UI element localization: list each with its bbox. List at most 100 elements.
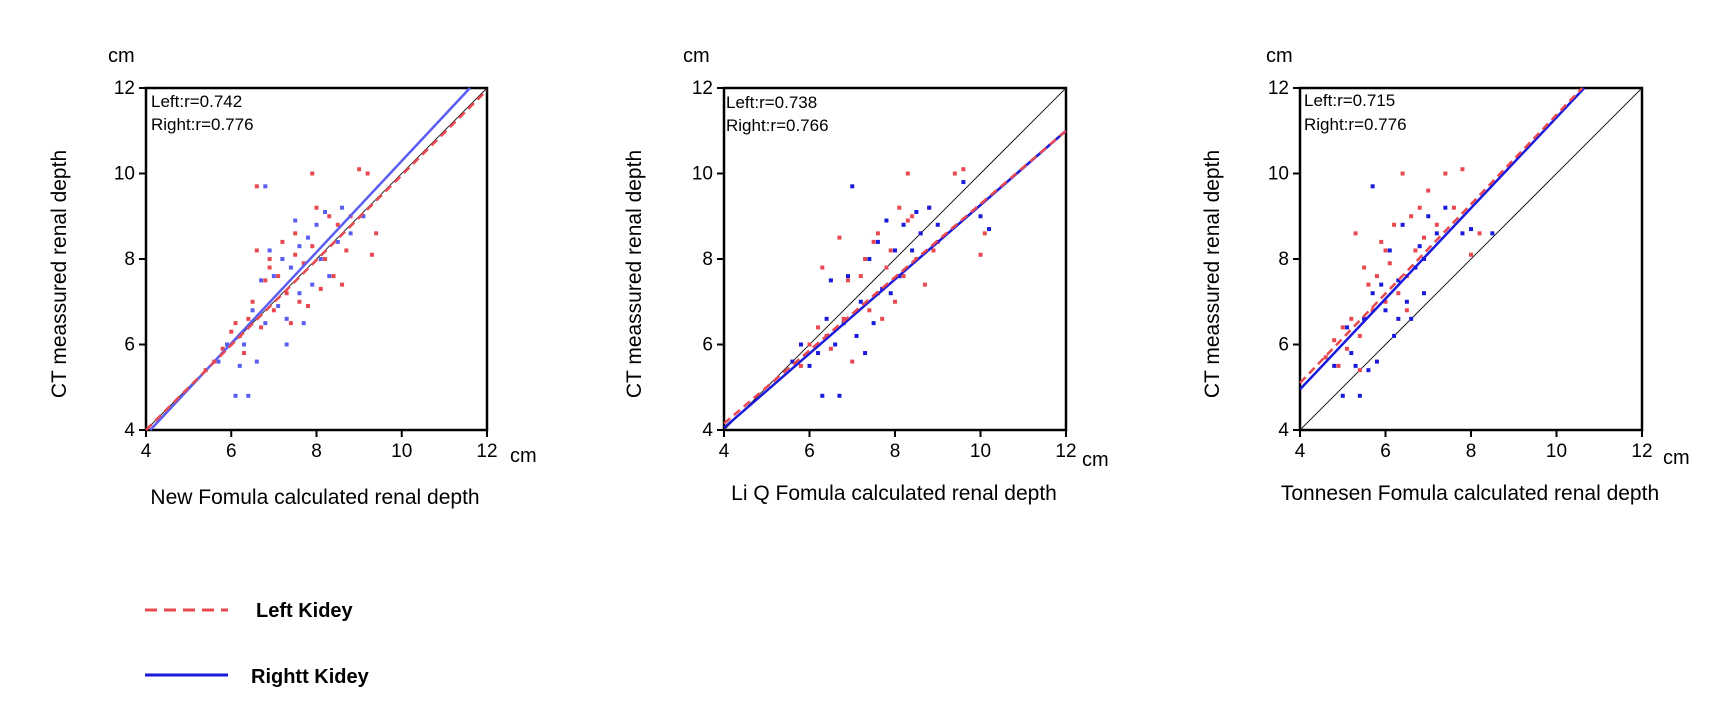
left-kidney-fit-line — [1299, 87, 1584, 384]
right-kidney-point — [884, 218, 889, 223]
right-kidney-point — [1396, 278, 1401, 283]
left-kidney-point — [1357, 333, 1362, 338]
right-kidney-point — [1426, 214, 1431, 219]
right-kidney-point — [1374, 359, 1379, 364]
left-kidney-point — [961, 167, 966, 172]
right-kidney-point — [1366, 368, 1371, 373]
x-tick-label: 10 — [1546, 441, 1567, 462]
right-kidney-point — [871, 321, 876, 326]
left-kidney-point — [1370, 308, 1375, 313]
right-kidney-point — [250, 308, 255, 313]
right-kidney-point — [1349, 351, 1354, 356]
right-kidney-point — [1409, 316, 1414, 321]
left-kidney-point — [982, 231, 987, 236]
left-kidney-point — [280, 239, 285, 244]
right-kidney-point — [935, 222, 940, 227]
right-kidney-point — [280, 257, 285, 261]
left-kidney-point — [369, 252, 374, 257]
left-kidney-point — [1362, 265, 1367, 270]
right-kidney-point — [850, 184, 855, 189]
right-kidney-point — [1362, 316, 1367, 321]
identity-line — [723, 87, 1067, 431]
left-kidney-point — [301, 261, 306, 266]
x-unit-label: cm — [1082, 449, 1109, 471]
right-kidney-point — [914, 209, 919, 214]
left-kidney-point — [888, 248, 893, 253]
right-kidney-point — [893, 248, 897, 253]
right-kidney-point — [323, 209, 328, 214]
left-kidney-point — [297, 299, 302, 304]
right-kidney-point — [314, 222, 319, 227]
x-tick-label: 8 — [1466, 441, 1477, 462]
right-kidney-point — [807, 363, 812, 368]
left-kidney-point — [850, 359, 855, 364]
panel-li-q-formula: cm cm CT meassured renal depth Li Q Fomu… — [623, 45, 1109, 505]
right-kidney-point — [246, 393, 251, 398]
left-kidney-point — [1357, 368, 1362, 373]
y-tick-label: 6 — [124, 335, 135, 356]
left-kidney-point — [1469, 252, 1473, 257]
annotation-right-r: Right:r=0.776 — [151, 115, 254, 134]
left-kidney-point — [1409, 214, 1414, 219]
y-axis-label: CT meassured renal depth — [623, 150, 646, 398]
left-kidney-point — [867, 308, 872, 313]
right-kidney-point — [901, 222, 906, 227]
right-kidney-point — [1460, 231, 1465, 236]
left-kidney-point — [1366, 282, 1371, 287]
left-kidney-point — [318, 286, 323, 291]
right-kidney-point — [858, 299, 863, 304]
left-kidney-point — [365, 171, 370, 176]
right-kidney-point — [276, 304, 281, 309]
left-kidney-point — [1383, 299, 1388, 304]
left-kidney-point — [1374, 274, 1379, 279]
y-tick-label: 10 — [692, 164, 713, 185]
left-kidney-point — [254, 248, 259, 253]
y-tick-label: 8 — [1278, 249, 1289, 270]
right-kidney-point — [875, 239, 880, 244]
left-kidney-point — [1345, 346, 1350, 351]
left-kidney-point — [1443, 171, 1448, 176]
right-kidney-point — [297, 291, 302, 296]
left-kidney-point — [271, 308, 276, 313]
right-kidney-point — [1340, 393, 1345, 398]
left-kidney-point — [1379, 239, 1384, 244]
left-kidney-point — [816, 325, 821, 330]
right-kidney-point — [833, 342, 838, 347]
x-unit-label: cm — [1663, 447, 1690, 469]
right-kidney-point — [327, 274, 332, 279]
right-kidney-point — [1396, 316, 1401, 321]
right-kidney-point — [335, 239, 340, 244]
x-axis-label: Li Q Fomula calculated renal depth — [731, 482, 1057, 505]
x-axis-label: Tonnesen Fomula calculated renal depth — [1281, 482, 1659, 505]
right-kidney-point — [293, 218, 298, 223]
left-kidney-point — [263, 278, 268, 283]
y-tick-label: 6 — [1278, 335, 1289, 356]
right-kidney-point — [1392, 333, 1397, 338]
left-kidney-point — [374, 231, 379, 236]
x-tick-label: 10 — [391, 441, 412, 462]
left-kidney-point — [910, 214, 915, 219]
annotation-right-r: Right:r=0.766 — [726, 116, 829, 135]
right-kidney-point — [305, 235, 310, 240]
left-kidney-point — [901, 274, 906, 279]
right-kidney-point — [854, 333, 859, 338]
right-kidney-point — [233, 393, 238, 398]
left-kidney-point — [293, 231, 298, 236]
y-tick-label: 4 — [702, 420, 713, 441]
right-kidney-point — [237, 363, 242, 368]
legend: Left Kidey Rightt Kidey — [145, 600, 370, 688]
right-kidney-point — [216, 359, 221, 364]
right-kidney-point — [927, 205, 932, 210]
left-kidney-point — [276, 274, 281, 279]
x-tick-label: 4 — [141, 441, 152, 462]
y-tick-label: 4 — [1278, 420, 1289, 441]
right-kidney-point — [361, 214, 366, 219]
right-kidney-point — [1417, 244, 1422, 249]
x-tick-label: 4 — [719, 441, 730, 462]
right-kidney-point — [824, 316, 829, 321]
right-kidney-point — [798, 342, 803, 347]
right-kidney-point — [1404, 299, 1409, 304]
y-tick-label: 12 — [692, 78, 713, 99]
y-tick-label: 8 — [124, 249, 135, 270]
y-tick-label: 10 — [114, 164, 135, 185]
